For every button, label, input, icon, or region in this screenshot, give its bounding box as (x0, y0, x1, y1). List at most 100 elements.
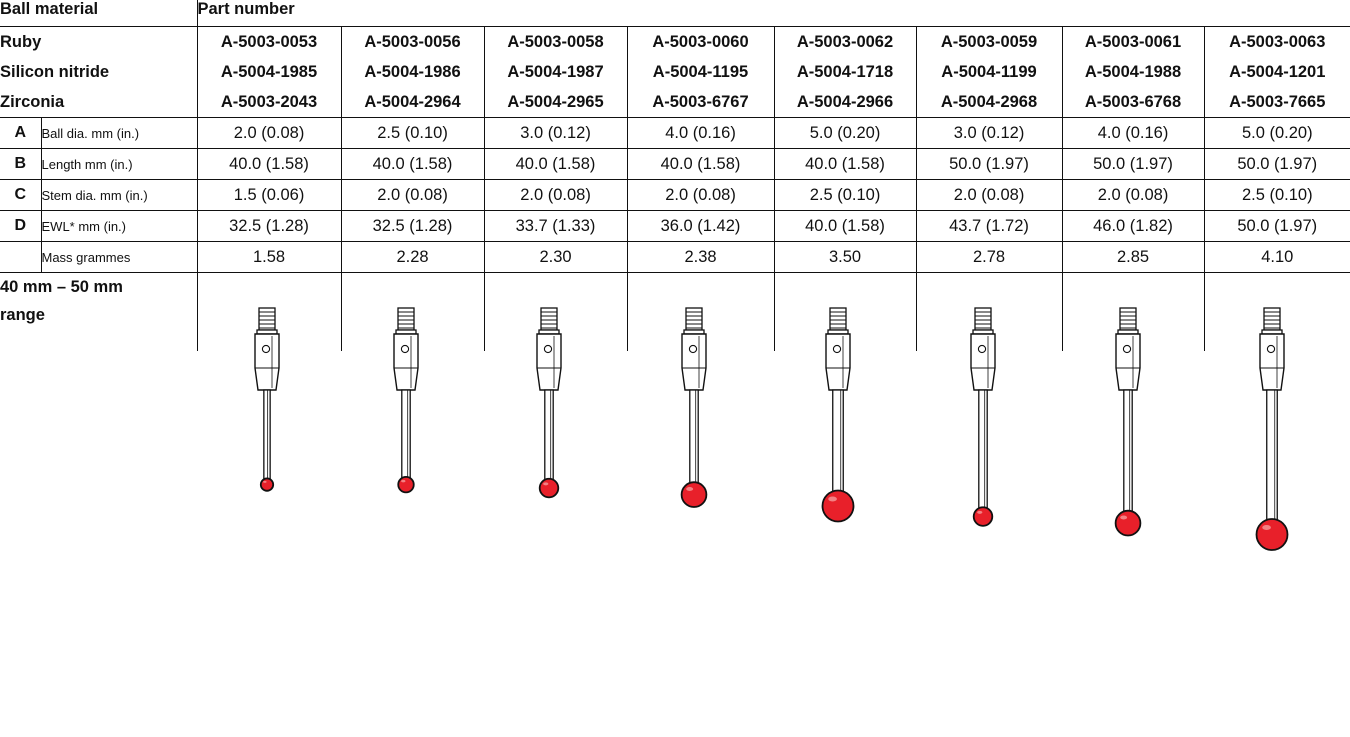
part-number: A-5003-0062 (773, 26, 916, 57)
spec-value: 43.7 (1.72) (915, 210, 1062, 242)
material-row-zirconia: Zirconia A-5003-2043 A-5004-2964 A-5004-… (0, 87, 1350, 118)
part-number: A-5004-1201 (1203, 57, 1350, 87)
spec-value: 40.0 (1.58) (483, 148, 627, 180)
part-number: A-5003-6768 (1061, 87, 1204, 118)
material-row-silicon-nitride: Silicon nitride A-5004-1985 A-5004-1986 … (0, 57, 1350, 87)
stylus-thread (1263, 307, 1281, 331)
spec-value: 4.0 (0.16) (1061, 117, 1204, 149)
spec-label: Mass grammes (40, 241, 197, 273)
stylus-ball (1255, 518, 1289, 551)
spec-value: 50.0 (1.97) (1203, 148, 1350, 180)
spec-value: 1.5 (0.06) (196, 179, 341, 211)
spec-label: EWL* mm (in.) (40, 210, 197, 242)
stylus-stem (263, 389, 271, 482)
part-number: A-5004-1199 (915, 57, 1062, 87)
stylus-stem (689, 389, 699, 485)
stylus-body (681, 333, 707, 391)
spec-letter: A (0, 117, 41, 149)
range-label-line1: 40 mm – 50 mm (0, 278, 123, 296)
stylus-body (254, 333, 280, 391)
stylus-cross-hole (977, 344, 987, 354)
part-number: A-5003-0058 (483, 26, 627, 57)
spec-value: 32.5 (1.28) (196, 210, 341, 242)
spec-value: 5.0 (0.20) (773, 117, 916, 149)
spec-row-ewl: D EWL* mm (in.) 32.5 (1.28) 32.5 (1.28) … (0, 210, 1350, 242)
material-name: Zirconia (0, 92, 65, 111)
spec-value: 40.0 (1.58) (626, 148, 774, 180)
spec-value: 40.0 (1.58) (773, 210, 916, 242)
spec-value: 5.0 (0.20) (1203, 117, 1350, 149)
part-number: A-5004-1987 (483, 57, 627, 87)
spec-value: 3.0 (0.12) (915, 117, 1062, 149)
part-number: A-5004-1988 (1061, 57, 1204, 87)
stylus-cross-hole (1122, 344, 1132, 354)
part-number: A-5004-1985 (196, 57, 341, 87)
stylus-ball (972, 506, 994, 527)
stylus-thread (685, 307, 703, 331)
stylus-ball (397, 475, 415, 494)
spec-letter: D (0, 210, 41, 242)
spec-value: 2.5 (0.10) (773, 179, 916, 211)
stylus-cross-hole (543, 344, 553, 354)
spec-value: 2.0 (0.08) (340, 179, 484, 211)
part-number: A-5003-7665 (1203, 87, 1350, 118)
ball-highlight (263, 480, 267, 483)
spec-value: 2.0 (0.08) (1061, 179, 1204, 211)
stylus-thread (397, 307, 415, 331)
spec-row-ball-dia: A Ball dia. mm (in.) 2.0 (0.08) 2.5 (0.1… (0, 117, 1350, 149)
spec-label: Stem dia. mm (in.) (40, 179, 197, 211)
material-name: Ruby (0, 26, 197, 57)
stylus-thread (974, 307, 992, 331)
stylus-probe-illustration (1255, 307, 1289, 551)
spec-value: 50.0 (1.97) (1061, 148, 1204, 180)
stylus-ball (259, 477, 275, 492)
spec-value: 2.0 (0.08) (626, 179, 774, 211)
stylus-thread (1119, 307, 1137, 331)
ball-highlight (977, 510, 983, 514)
spec-value: 2.30 (483, 241, 627, 273)
part-number: A-5004-2965 (483, 87, 627, 118)
stylus-thread (258, 307, 276, 331)
stylus-ball (821, 489, 855, 523)
stylus-body (536, 333, 562, 391)
stylus-ball (680, 481, 708, 508)
spec-letter (0, 241, 41, 273)
spec-value: 4.0 (0.16) (626, 117, 774, 149)
spec-value: 36.0 (1.42) (626, 210, 774, 242)
part-number: A-5003-6767 (626, 87, 774, 118)
spec-value: 40.0 (1.58) (196, 148, 341, 180)
stylus-cross-hole (261, 344, 271, 354)
spec-value: 4.10 (1203, 241, 1350, 273)
stylus-stem (1266, 389, 1278, 522)
part-number: A-5004-2968 (915, 87, 1062, 118)
spec-value: 3.50 (773, 241, 916, 273)
stylus-spec-table: Ball material Part number Ruby A-5003-00… (0, 0, 1350, 351)
range-label-line2: range (0, 306, 45, 324)
part-number: A-5004-2964 (340, 87, 484, 118)
part-number: A-5004-2966 (773, 87, 916, 118)
part-number: A-5004-1718 (773, 57, 916, 87)
part-number: A-5003-2043 (196, 87, 341, 118)
stylus-body (1259, 333, 1285, 391)
spec-letter: B (0, 148, 41, 180)
spec-value: 40.0 (1.58) (340, 148, 484, 180)
stylus-ball (1114, 509, 1142, 537)
stylus-probe-illustration (970, 307, 996, 527)
stylus-probe-illustration (254, 307, 280, 492)
part-number: A-5004-1195 (626, 57, 774, 87)
stylus-cross-hole (832, 344, 842, 354)
spec-value: 2.0 (0.08) (915, 179, 1062, 211)
stylus-body (393, 333, 419, 391)
part-number: A-5003-0063 (1203, 26, 1350, 57)
spec-value: 50.0 (1.97) (915, 148, 1062, 180)
spec-row-stem-dia: C Stem dia. mm (in.) 1.5 (0.06) 2.0 (0.0… (0, 179, 1350, 211)
spec-value: 2.5 (0.10) (1203, 179, 1350, 211)
spec-value: 32.5 (1.28) (340, 210, 484, 242)
stylus-body (1115, 333, 1141, 391)
stylus-cross-hole (1266, 344, 1276, 354)
stylus-stem (401, 389, 411, 480)
stylus-thread (540, 307, 558, 331)
part-number-heading: Part number (196, 0, 1350, 27)
stylus-ball (538, 477, 560, 499)
